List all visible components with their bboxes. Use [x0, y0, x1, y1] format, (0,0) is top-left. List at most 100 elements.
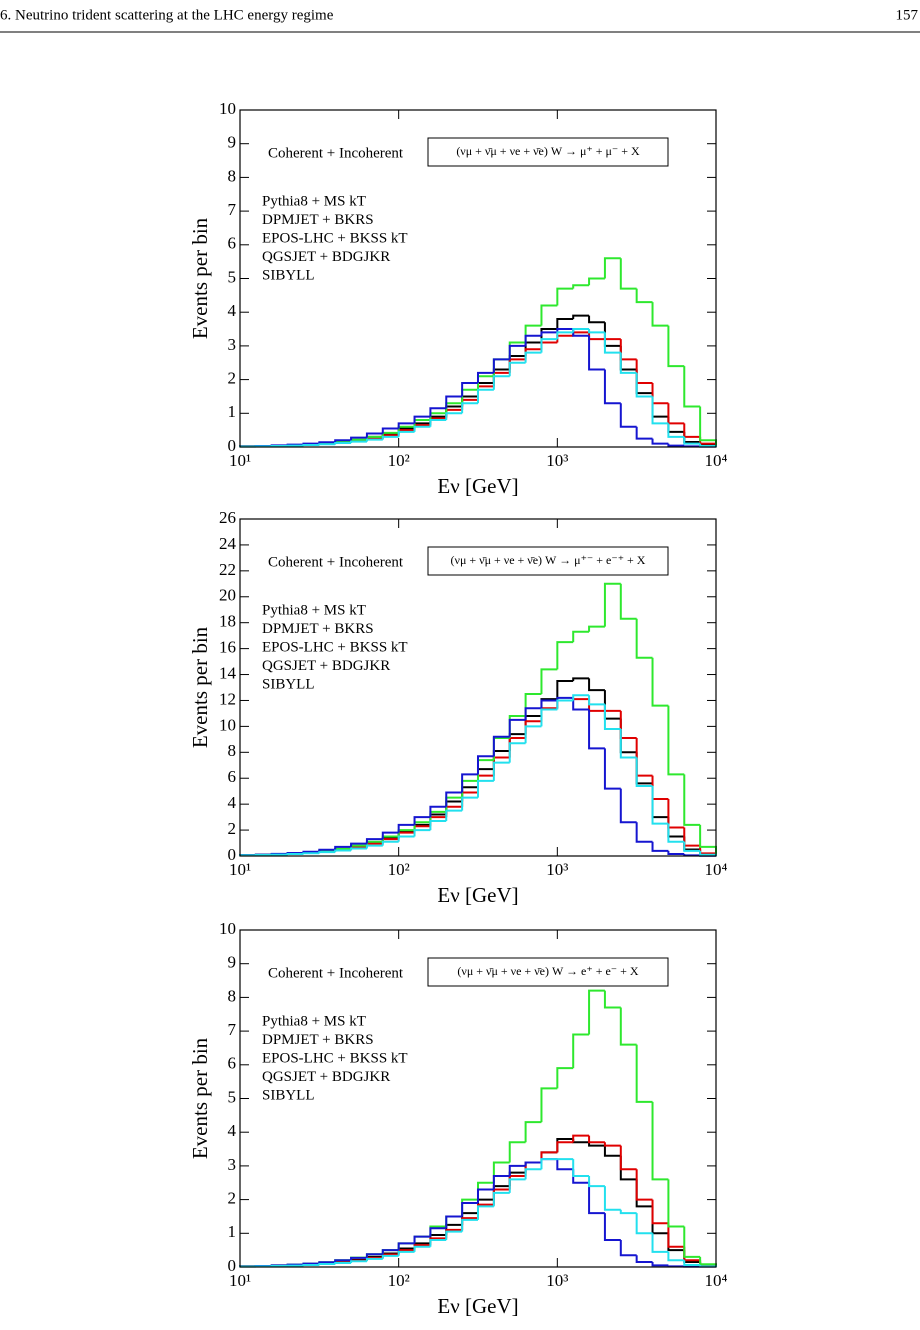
histogram-step: [540, 1158, 558, 1170]
histogram-step: [524, 725, 542, 744]
y-tick-label: 24: [219, 534, 237, 553]
histogram-step: [476, 755, 494, 775]
histogram-step: [445, 395, 463, 409]
histogram-step: [556, 699, 574, 709]
histogram-step: [588, 335, 605, 371]
legend-entry: EPOS-LHC + BKSS kT: [262, 1050, 408, 1066]
histogram-step: [492, 735, 510, 757]
y-tick-label: 26: [219, 508, 236, 527]
histogram-step: [397, 835, 415, 842]
histogram-step: [508, 1178, 526, 1193]
histogram-step: [588, 989, 605, 1035]
histogram-step: [445, 402, 463, 414]
x-tick-label: 10³: [546, 451, 568, 470]
histogram-step: [572, 694, 590, 701]
histogram-step: [556, 1137, 574, 1153]
histogram-step: [381, 840, 399, 846]
histogram-step: [619, 345, 637, 371]
histogram-step: [588, 315, 605, 324]
histogram-step: [350, 842, 367, 847]
histogram-step: [540, 699, 558, 709]
histogram-step: [635, 426, 653, 440]
histogram-step: [318, 1262, 336, 1265]
histogram-step: [572, 1033, 590, 1069]
y-tick-label: 16: [219, 638, 236, 657]
histogram-step: [350, 436, 367, 441]
histogram-step: [445, 809, 463, 822]
histogram-step: [619, 710, 637, 740]
histogram-step: [318, 848, 336, 852]
y-tick-label: 9: [228, 953, 237, 972]
histogram-step: [492, 358, 510, 373]
histogram-step: [334, 1259, 352, 1263]
legend-entry: DPMJET + BKRS: [262, 1032, 374, 1048]
x-tick-label: 10³: [546, 860, 568, 879]
histogram-step: [381, 831, 399, 840]
histogram-step: [635, 752, 653, 785]
legend-entry: QGSJET + BDGJKR: [262, 658, 390, 674]
legend-entry: Pythia8 + MS kT: [262, 602, 366, 618]
legend-entry: Pythia8 + MS kT: [262, 1013, 366, 1029]
histogram-step: [397, 1250, 415, 1256]
x-tick-label: 10²: [388, 860, 410, 879]
histogram-step: [492, 371, 510, 387]
histogram-step: [683, 774, 701, 826]
y-tick-label: 0: [228, 845, 237, 864]
histogram-step: [635, 372, 653, 398]
histogram-step: [365, 1253, 383, 1258]
y-tick-label: 3: [228, 335, 237, 354]
histogram-step: [540, 341, 558, 350]
histogram-step: [492, 761, 510, 781]
histogram-step: [603, 704, 621, 730]
histogram-step: [429, 1239, 447, 1247]
histogram-step: [381, 435, 399, 440]
histogram-step: [619, 583, 637, 620]
legend-entry: SIBYLL: [262, 267, 315, 283]
histogram-step: [603, 257, 621, 279]
histogram-step: [413, 1235, 431, 1244]
histogram-step: [667, 823, 685, 843]
x-tick-label: 10¹: [229, 451, 251, 470]
histogram-step: [318, 443, 336, 446]
histogram-step: [524, 715, 542, 735]
histogram-step: [699, 824, 717, 856]
histogram-step: [508, 358, 526, 373]
histogram-step: [492, 375, 510, 390]
histogram-step: [445, 1215, 463, 1229]
histogram-step: [524, 351, 542, 363]
y-tick-label: 2: [228, 1189, 237, 1208]
histogram-step: [635, 618, 653, 659]
y-axis-label: Events per bin: [188, 1037, 212, 1159]
histogram-step: [651, 393, 669, 418]
histogram-step: [445, 805, 463, 818]
histogram-step: [635, 1179, 653, 1208]
histogram-step: [508, 361, 526, 377]
histogram-step: [651, 396, 669, 425]
y-tick-label: 18: [219, 612, 236, 631]
histogram-step: [619, 788, 637, 824]
y-tick-label: 2: [228, 369, 237, 388]
histogram-step: [683, 423, 701, 438]
y-tick-label: 0: [228, 436, 237, 455]
histogram-step: [603, 1186, 621, 1211]
y-tick-label: 9: [228, 133, 237, 152]
histogram-step: [651, 786, 669, 825]
histogram-step: [603, 748, 621, 790]
histogram-step: [413, 816, 431, 825]
histogram-step: [588, 1135, 605, 1144]
histogram-step: [635, 1169, 653, 1201]
y-axis-label: Events per bin: [188, 217, 212, 339]
histogram-step: [461, 1218, 478, 1232]
histogram-step: [476, 1205, 494, 1220]
histogram-step: [603, 1142, 621, 1147]
y-tick-label: 7: [228, 200, 237, 219]
histogram-step: [524, 334, 542, 346]
histogram-step: [588, 332, 605, 341]
histogram-step: [556, 328, 574, 333]
histogram-step: [508, 718, 526, 737]
running-header: 6. Neutrino trident scattering at the LH…: [0, 7, 334, 23]
histogram-step: [635, 1213, 653, 1235]
y-tick-label: 10: [219, 715, 236, 734]
histogram-step: [540, 331, 558, 336]
